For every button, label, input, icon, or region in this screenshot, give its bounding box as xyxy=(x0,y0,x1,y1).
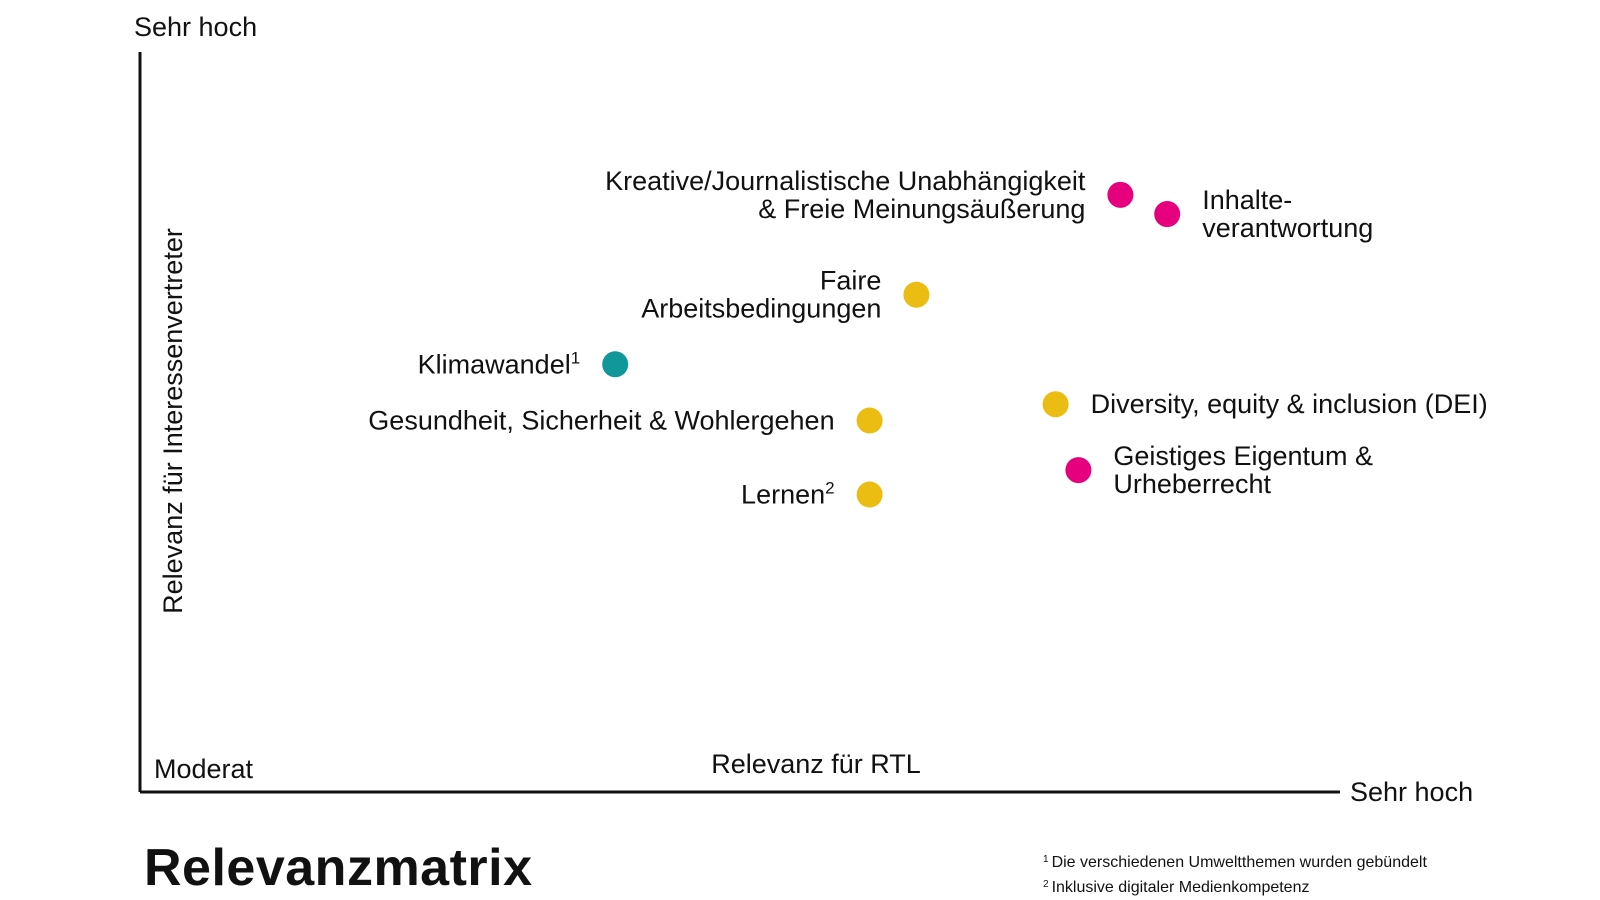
point-inhalte xyxy=(1154,201,1181,228)
point-label-geistiges: Geistiges Eigentum & xyxy=(1113,441,1373,471)
point-label-klima: Klimawandel1 xyxy=(418,348,581,379)
chart-title: Relevanzmatrix xyxy=(144,839,533,897)
point-label-faire: Faire xyxy=(820,266,882,296)
point-label-diversity: Diversity, equity & inclusion (DEI) xyxy=(1091,389,1488,419)
x-axis-high-label: Sehr hoch xyxy=(1350,777,1473,807)
x-axis-title: Relevanz für RTL xyxy=(711,749,921,779)
footnote-2: 2 Inklusive digitaler Medienkompetenz xyxy=(1043,879,1310,896)
point-label-gesundheit: Gesundheit, Sicherheit & Wohlergehen xyxy=(368,406,834,436)
point-label-lernen: Lernen2 xyxy=(741,479,835,510)
point-kreative xyxy=(1107,181,1134,208)
footnote-marker: 2 xyxy=(825,479,834,498)
point-lernen xyxy=(856,481,883,508)
point-label-geistiges: Urheberrecht xyxy=(1113,469,1271,499)
point-label-kreative: & Freie Meinungsäußerung xyxy=(758,194,1085,224)
footnote-marker: 1 xyxy=(571,348,580,367)
point-label-inhalte: Inhalte- xyxy=(1202,185,1292,215)
point-gesundheit xyxy=(856,407,883,434)
point-label-kreative: Kreative/Journalistische Unabhängigkeit xyxy=(605,166,1086,196)
point-label-inhalte: verantwortung xyxy=(1202,213,1373,243)
point-faire xyxy=(903,281,930,308)
y-axis-high-label: Sehr hoch xyxy=(134,12,257,42)
y-axis-title: Relevanz für Interessenvertreter xyxy=(158,228,188,614)
point-diversity xyxy=(1042,391,1069,418)
x-axis-low-label: Moderat xyxy=(154,754,254,784)
point-geistiges xyxy=(1065,457,1092,484)
point-label-faire: Arbeitsbedingungen xyxy=(641,294,881,324)
point-klima xyxy=(602,351,629,378)
footnotes: 1 Die verschiedenen Umweltthemen wurden g… xyxy=(1043,849,1427,899)
footnote-1: 1 Die verschiedenen Umweltthemen wurden g… xyxy=(1043,854,1427,871)
